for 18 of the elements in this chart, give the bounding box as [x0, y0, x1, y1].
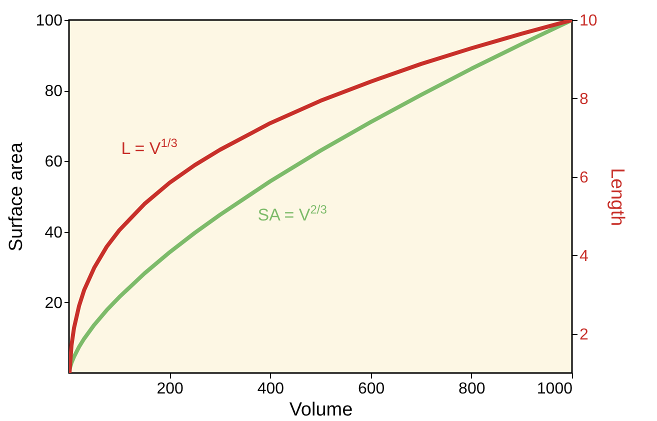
x-tick-label: 200 [156, 380, 184, 398]
x-axis-title: Volume [289, 400, 353, 420]
y-tick-label: 20 [44, 294, 63, 312]
y2-tick-label: 8 [580, 90, 588, 108]
y2-tick-label: 4 [580, 248, 588, 265]
y-tick-label: 40 [44, 224, 63, 242]
y2-tick-label: 2 [580, 326, 588, 344]
y-axis-title: Surface area [6, 142, 27, 252]
x-tick-label: 1000 [536, 380, 573, 398]
y-tick-label: 100 [36, 12, 63, 30]
y-tick-label: 60 [44, 154, 63, 171]
y2-axis-title: Length [606, 168, 628, 226]
x-tick-label: 600 [358, 380, 385, 398]
y-tick-label: 80 [44, 83, 63, 100]
x-tick-label: 400 [257, 380, 284, 398]
y2-tick-label: 10 [580, 12, 598, 30]
y2-tick-label: 6 [580, 169, 588, 186]
x-tick-label: 800 [458, 380, 486, 398]
